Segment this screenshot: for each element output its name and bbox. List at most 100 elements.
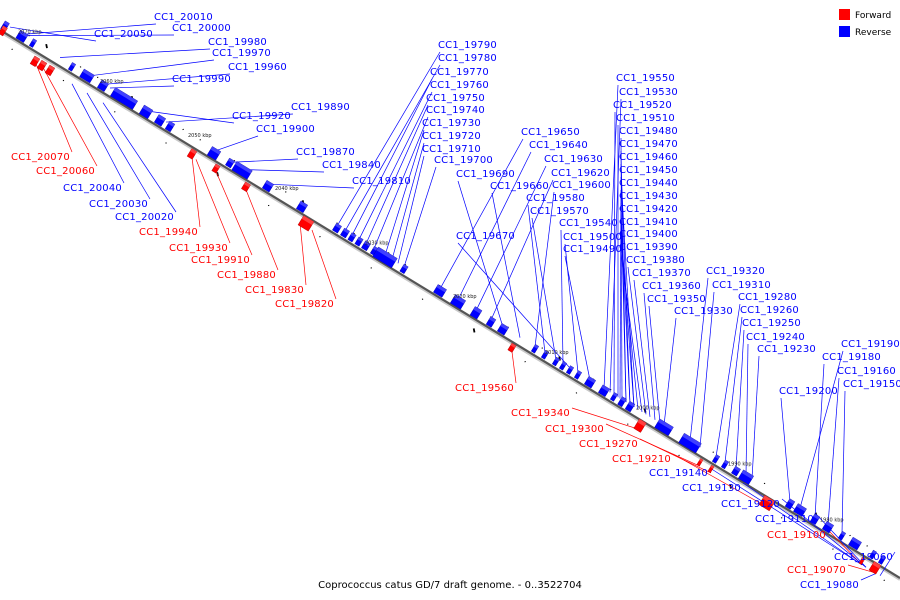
gene-label: CC1_19350 [647,294,706,305]
gene-body [96,79,110,92]
gene-body [793,503,807,517]
small-feature [558,356,561,361]
gene-body [206,146,222,161]
gene-body [633,418,647,433]
gene-label: CC1_19160 [837,366,896,377]
gene-label: CC1_19880 [217,270,276,281]
gene-label: CC1_19640 [529,140,588,151]
gene-label: CC1_19990 [172,74,231,85]
leader-line [103,73,231,85]
leader-line [709,467,863,566]
gene-body [609,392,619,402]
leader-line [735,329,745,470]
reverse-gene [877,555,887,565]
leader-line [191,156,201,228]
gene-body [809,513,821,525]
gene-body [261,179,275,193]
gene-highlight [714,454,720,459]
leader-line [860,573,877,581]
leader-line [841,390,846,534]
reverse-gene [347,232,357,243]
reverse-gene [450,294,466,310]
reverse-gene [731,465,741,477]
gene-highlight [335,223,342,229]
gene-label: CC1_19280 [738,292,797,303]
leader-line [613,111,616,395]
gene-label: CC1_19180 [822,352,881,363]
leader-line [397,155,425,264]
legend-reverse-label: Reverse [855,28,892,38]
gene-body [738,469,754,485]
leader-line [627,266,647,415]
leader-line [564,255,591,381]
gene-highlight [40,60,47,66]
gene-label: CC1_19750 [426,93,485,104]
leader-lines [9,23,896,581]
leader-line [620,240,639,410]
gene-label: CC1_19620 [551,168,610,179]
reverse-gene [624,400,636,413]
leader-line [365,104,429,244]
gene-label: CC1_20000 [172,23,231,34]
gene-label: CC1_19670 [456,231,515,242]
reverse-gene [206,146,222,161]
leader-line [620,253,643,412]
leader-line [751,355,760,479]
gene-body [399,263,409,274]
gene-highlight [3,20,10,27]
leader-line [457,242,571,369]
gene-highlight [533,344,539,349]
gene-body [877,555,887,565]
reverse-gene [354,236,364,247]
gene-label: CC1_19130 [682,483,741,494]
gene-highlight [825,521,834,529]
leader-line [299,222,307,286]
reverse-gene [28,38,38,48]
reverse-gene [793,503,807,517]
gene-label: CC1_19230 [757,344,816,355]
gene-label: CC1_19450 [619,165,678,176]
reverse-gene [433,284,447,298]
leader-line [245,189,279,271]
gene-highlight [620,396,627,402]
reverse-gene [138,104,154,120]
leader-line [511,351,517,384]
leader-line [34,61,73,153]
reverse-gene [540,350,550,360]
gene-label: CC1_19460 [619,152,678,163]
leader-line [620,228,635,408]
gene-highlight [113,87,138,104]
gene-highlight [244,181,251,188]
reverse-gene [821,520,835,534]
gene-label: CC1_19080 [800,580,859,591]
gene-body [225,157,235,169]
gene-highlight [489,316,496,323]
gene-label: CC1_19780 [438,53,497,64]
gene-highlight [214,163,221,169]
gene-highlight [168,121,175,127]
gene-highlight [554,357,560,362]
leader-line [490,179,554,321]
gene-body [624,400,636,413]
gene-body [450,294,466,310]
reverse-gene [678,432,702,454]
gene-body [332,222,342,234]
gene-highlight [500,323,509,331]
gene-highlight [568,365,574,371]
leader-line [560,229,564,364]
reverse-gene [597,384,611,397]
reverse-gene [837,530,847,541]
gene-label: CC1_19410 [619,217,678,228]
gene-highlight [100,79,109,87]
gene-body [837,530,847,541]
gene-label: CC1_19380 [626,255,685,266]
leader-line [373,116,429,249]
leader-line [620,176,635,408]
leader-line [336,51,441,227]
gene-label: CC1_19930 [169,243,228,254]
reverse-gene [372,246,398,269]
reverse-gene [79,68,95,84]
kbp-tick-label: 2020 kbp [453,294,477,300]
gene-label: CC1_19790 [438,40,497,51]
